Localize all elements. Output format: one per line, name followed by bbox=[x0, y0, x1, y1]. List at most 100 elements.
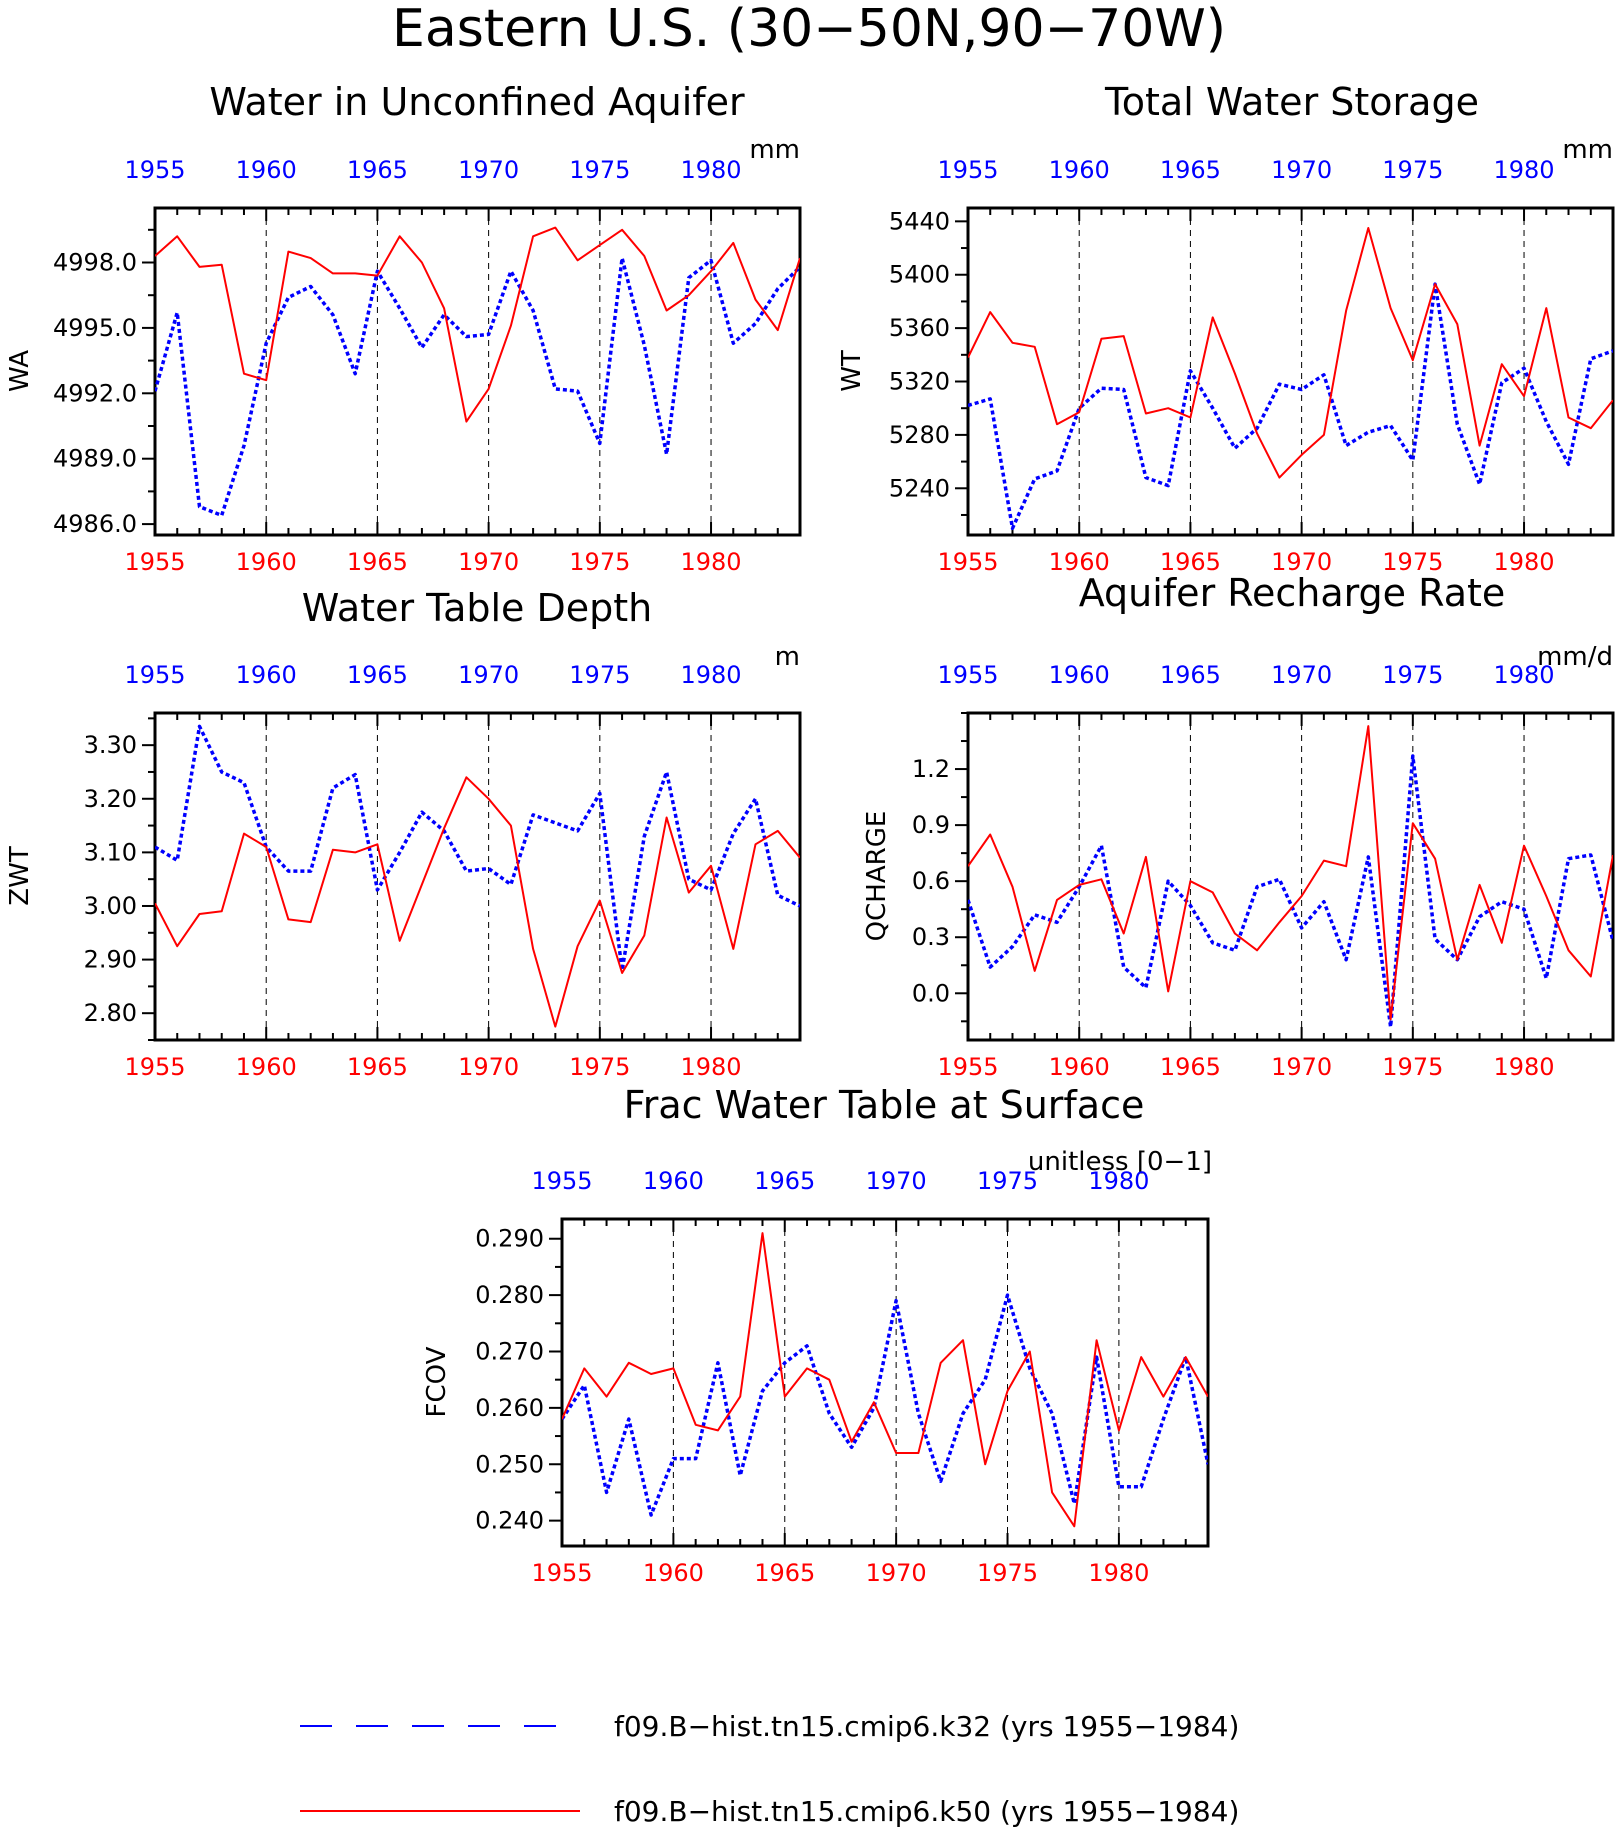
x-tick-label: 1955 bbox=[937, 1053, 998, 1081]
y-tick-label: 0.0 bbox=[912, 979, 950, 1007]
x-tick-label-top: 1970 bbox=[1271, 661, 1332, 689]
series-line-blue bbox=[155, 724, 800, 973]
y-tick-label: 0.290 bbox=[475, 1225, 544, 1253]
x-tick-label: 1965 bbox=[1160, 1053, 1221, 1081]
x-tick-label-top: 1960 bbox=[236, 661, 297, 689]
x-tick-label: 1975 bbox=[569, 548, 630, 576]
x-tick-label-top: 1955 bbox=[124, 156, 185, 184]
y-tick-label: 0.270 bbox=[475, 1337, 544, 1365]
figure-title: Eastern U.S. (30−50N,90−70W) bbox=[392, 0, 1226, 59]
series-line-red bbox=[562, 1232, 1208, 1528]
units-label: mm bbox=[749, 135, 800, 165]
y-tick-label: 4989.0 bbox=[53, 445, 137, 473]
x-tick-label-top: 1955 bbox=[937, 661, 998, 689]
x-tick-label-top: 1955 bbox=[937, 156, 998, 184]
y-tick-label: 0.260 bbox=[475, 1394, 544, 1422]
y-tick-label: 3.10 bbox=[84, 838, 137, 866]
plot-frame bbox=[560, 1217, 1210, 1548]
y-tick-label: 5240 bbox=[889, 474, 950, 502]
series-line-red bbox=[155, 776, 800, 1028]
units-label: unitless [0−1] bbox=[1028, 1147, 1212, 1177]
y-axis-label: WA bbox=[5, 350, 35, 392]
panel-total-water-storage: Total Water Storage mm WT 1955 1955 1960 19… bbox=[837, 80, 1615, 576]
y-tick-label: 3.00 bbox=[84, 892, 137, 920]
x-tick-label-top: 1980 bbox=[1088, 1167, 1149, 1195]
x-tick-label: 1975 bbox=[569, 1053, 630, 1081]
x-tick-label: 1955 bbox=[531, 1559, 592, 1587]
x-tick-label-top: 1965 bbox=[347, 156, 408, 184]
x-tick-label-top: 1975 bbox=[569, 661, 630, 689]
y-tick-label: 5400 bbox=[889, 261, 950, 289]
series-line-red bbox=[968, 725, 1613, 1021]
x-tick-label-top: 1965 bbox=[1160, 661, 1221, 689]
panel-title: Frac Water Table at Surface bbox=[624, 1083, 1145, 1127]
units-label: mm/d bbox=[1537, 642, 1613, 672]
series-line-red bbox=[968, 227, 1613, 479]
x-tick-label-top: 1975 bbox=[1382, 661, 1443, 689]
panel-water-table-depth: Water Table Depth m ZWT 1955 1955 1960 1960… bbox=[5, 586, 802, 1081]
x-tick-label: 1965 bbox=[347, 1053, 408, 1081]
y-tick-label: 4992.0 bbox=[53, 379, 137, 407]
y-tick-label: 5320 bbox=[889, 368, 950, 396]
plot-frame bbox=[966, 206, 1615, 537]
x-tick-label-top: 1970 bbox=[1271, 156, 1332, 184]
panel-water-in-unconfined-aquifer: Water in Unconfined Aquifer mm WA 1955 19… bbox=[5, 80, 802, 576]
x-tick-label: 1980 bbox=[1493, 1053, 1554, 1081]
series-line-red bbox=[155, 226, 800, 423]
x-tick-label-top: 1955 bbox=[531, 1167, 592, 1195]
x-tick-label: 1955 bbox=[124, 548, 185, 576]
x-tick-label: 1975 bbox=[1382, 548, 1443, 576]
series-line-blue bbox=[968, 282, 1613, 531]
y-tick-label: 4986.0 bbox=[53, 510, 137, 538]
x-tick-label: 1970 bbox=[866, 1559, 927, 1587]
y-tick-label: 3.30 bbox=[84, 731, 137, 759]
panel-aquifer-recharge-rate: Aquifer Recharge Rate mm/d QCHARGE 1955 1… bbox=[862, 571, 1615, 1081]
x-tick-label-top: 1970 bbox=[866, 1167, 927, 1195]
x-tick-label-top: 1965 bbox=[754, 1167, 815, 1195]
x-tick-label: 1970 bbox=[1271, 548, 1332, 576]
x-tick-label: 1980 bbox=[1493, 548, 1554, 576]
x-tick-label-top: 1980 bbox=[680, 661, 741, 689]
y-tick-label: 4998.0 bbox=[53, 249, 137, 277]
y-axis-label: ZWT bbox=[5, 846, 35, 906]
x-tick-label: 1960 bbox=[1049, 1053, 1110, 1081]
y-tick-label: 0.6 bbox=[912, 867, 950, 895]
x-tick-label: 1975 bbox=[1382, 1053, 1443, 1081]
x-tick-label-top: 1970 bbox=[458, 661, 519, 689]
plot-frame bbox=[966, 711, 1615, 1042]
panel-frac-water-table-at-surface: Frac Water Table at Surface unitless [0−… bbox=[422, 1083, 1212, 1587]
x-tick-label-top: 1975 bbox=[569, 156, 630, 184]
y-tick-label: 2.90 bbox=[84, 946, 137, 974]
y-tick-label: 0.3 bbox=[912, 923, 950, 951]
x-tick-label-top: 1965 bbox=[1160, 156, 1221, 184]
panel-title: Water in Unconfined Aquifer bbox=[209, 80, 745, 124]
x-tick-label-top: 1980 bbox=[680, 156, 741, 184]
x-tick-label: 1965 bbox=[347, 548, 408, 576]
legend: f09.B−hist.tn15.cmip6.k32 (yrs 1955−1984… bbox=[300, 1710, 1239, 1828]
x-tick-label: 1970 bbox=[458, 548, 519, 576]
x-tick-label: 1960 bbox=[236, 1053, 297, 1081]
x-tick-label: 1965 bbox=[754, 1559, 815, 1587]
x-tick-label-top: 1970 bbox=[458, 156, 519, 184]
x-tick-label-top: 1960 bbox=[1049, 156, 1110, 184]
plot-frame bbox=[153, 206, 802, 537]
x-tick-label: 1975 bbox=[977, 1559, 1038, 1587]
y-tick-label: 5360 bbox=[889, 314, 950, 342]
y-tick-label: 2.80 bbox=[84, 999, 137, 1027]
legend-label-k50: f09.B−hist.tn15.cmip6.k50 (yrs 1955−1984… bbox=[614, 1795, 1239, 1828]
x-tick-label: 1980 bbox=[680, 1053, 741, 1081]
series-line-blue bbox=[155, 256, 800, 518]
y-tick-label: 0.240 bbox=[475, 1507, 544, 1535]
plot-frame bbox=[153, 711, 802, 1042]
y-tick-label: 4995.0 bbox=[53, 314, 137, 342]
series-line-blue bbox=[968, 754, 1613, 1029]
x-tick-label-top: 1960 bbox=[643, 1167, 704, 1195]
panel-title: Aquifer Recharge Rate bbox=[1079, 571, 1506, 615]
y-tick-label: 3.20 bbox=[84, 785, 137, 813]
units-label: mm bbox=[1562, 135, 1613, 165]
x-tick-label-top: 1965 bbox=[347, 661, 408, 689]
panel-title: Total Water Storage bbox=[1104, 80, 1479, 124]
x-tick-label: 1955 bbox=[124, 1053, 185, 1081]
y-axis-label: QCHARGE bbox=[862, 811, 892, 942]
